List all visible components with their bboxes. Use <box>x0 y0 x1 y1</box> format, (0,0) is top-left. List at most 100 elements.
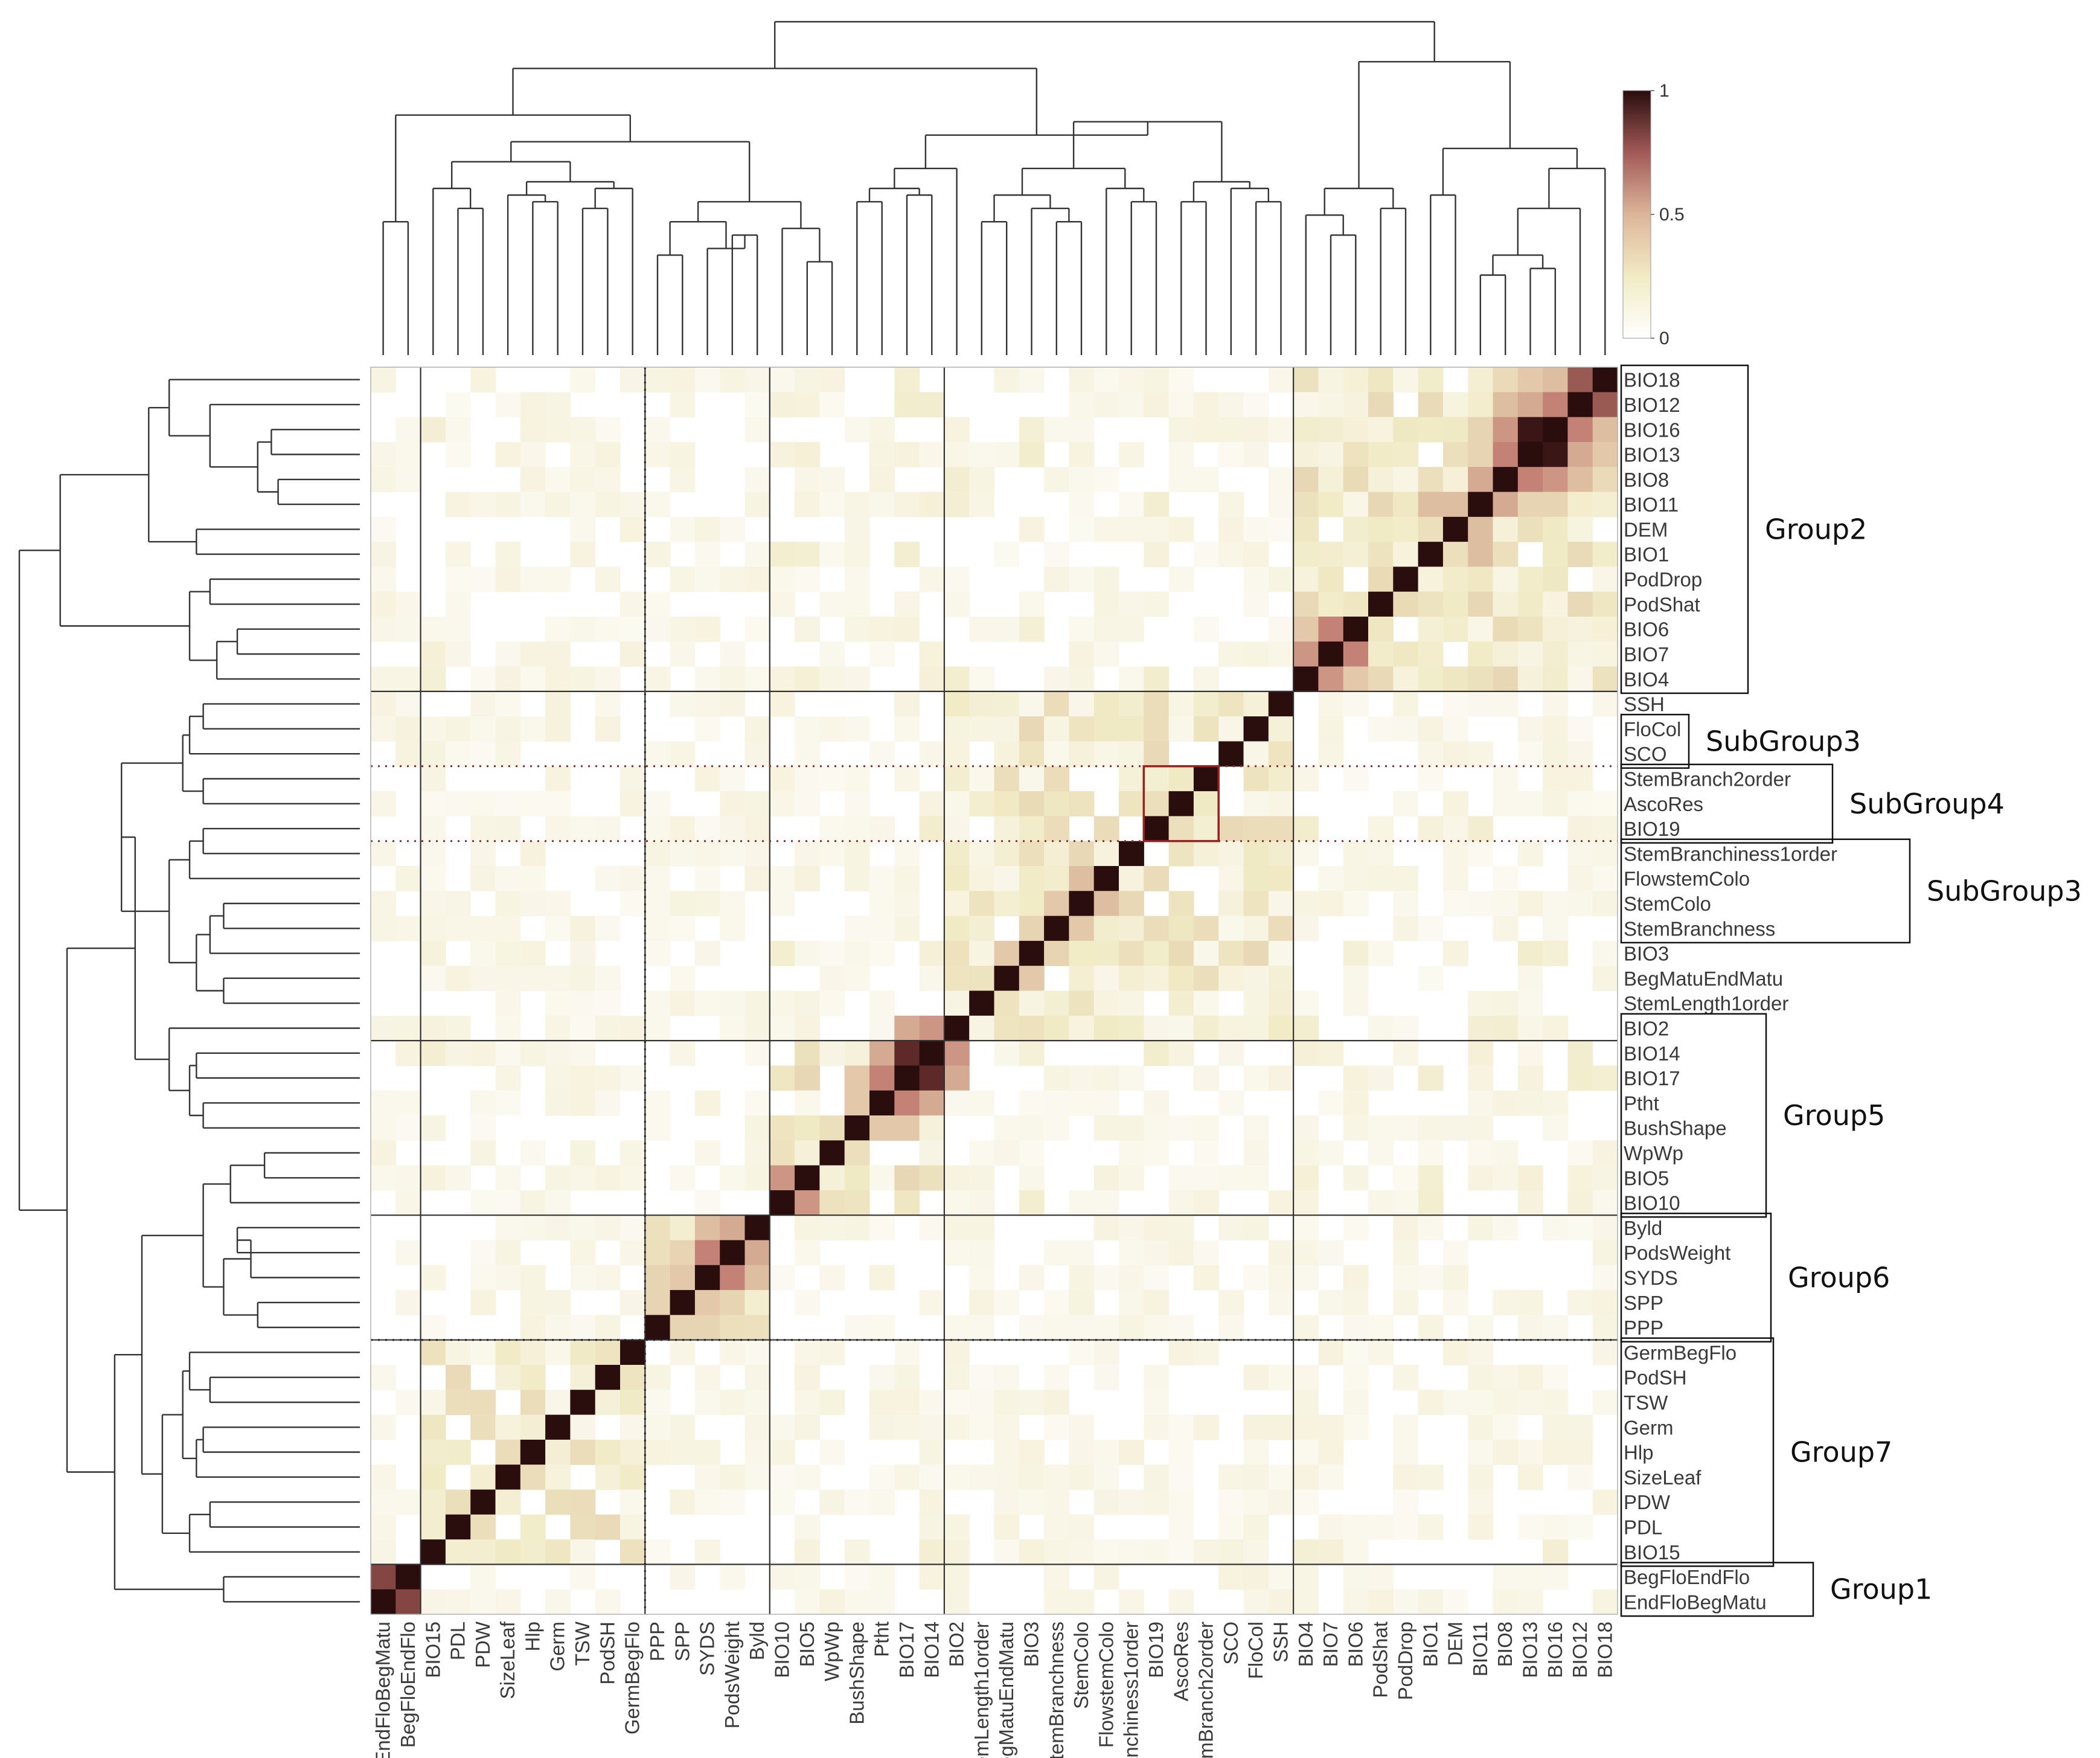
heatmap-cell <box>395 1015 421 1041</box>
heatmap-cell <box>1218 1215 1244 1241</box>
heatmap-cell <box>1293 1190 1319 1216</box>
heatmap-cell <box>1093 516 1119 542</box>
heatmap-cell <box>445 542 471 567</box>
heatmap-cell <box>1243 990 1269 1016</box>
heatmap-cell <box>371 441 396 467</box>
heatmap-cell <box>445 492 471 518</box>
heatmap-cell <box>645 417 671 443</box>
heatmap-cell <box>1318 891 1344 917</box>
heatmap-cell <box>1442 816 1468 842</box>
heatmap-cell <box>670 1290 696 1315</box>
heatmap-cell <box>1293 566 1319 592</box>
heatmap-cell <box>470 1041 496 1066</box>
heatmap-cell <box>1493 1439 1519 1465</box>
heatmap-cell <box>1293 1165 1319 1191</box>
heatmap-cell <box>1468 467 1494 493</box>
heatmap-cell <box>470 1414 496 1440</box>
heatmap-cell <box>1567 1439 1593 1465</box>
heatmap-cell <box>1393 591 1419 617</box>
heatmap-cell <box>919 1065 945 1091</box>
heatmap-cell <box>1044 467 1069 493</box>
heatmap-cell <box>844 866 870 891</box>
heatmap-cell <box>1368 1015 1394 1041</box>
heatmap-cell <box>1517 591 1543 617</box>
heatmap-cell <box>1193 990 1219 1016</box>
column-label: StemBranch2order <box>1195 1622 1217 1758</box>
heatmap-cell <box>944 666 970 692</box>
heatmap-cell <box>1543 1115 1568 1141</box>
heatmap-cell <box>1517 741 1543 767</box>
heatmap-cell <box>869 866 895 891</box>
heatmap-cell <box>819 1390 845 1416</box>
heatmap-cell <box>1393 1290 1419 1315</box>
column-label: BegMatuEndMatu <box>995 1622 1017 1758</box>
heatmap-cell <box>1543 741 1568 767</box>
heatmap-cell <box>420 1165 446 1191</box>
heatmap-cell <box>894 1190 920 1216</box>
heatmap-cell <box>1468 542 1494 567</box>
heatmap-cell <box>1368 1339 1394 1365</box>
heatmap-cell <box>769 1464 795 1490</box>
heatmap-cell <box>470 1290 496 1315</box>
heatmap-cell <box>1268 1290 1294 1315</box>
heatmap-cell <box>595 1265 621 1291</box>
heatmap-cell <box>720 566 746 592</box>
heatmap-cell <box>869 1365 895 1390</box>
heatmap-cell <box>1019 866 1045 891</box>
heatmap-cell <box>520 1315 546 1341</box>
heatmap-cell <box>795 1090 820 1116</box>
heatmap-cell <box>919 816 945 842</box>
heatmap-cell <box>1243 766 1269 792</box>
heatmap-cell <box>1493 467 1519 493</box>
heatmap-cell <box>1567 367 1593 393</box>
column-label: WpWp <box>821 1622 843 1681</box>
heatmap-cell <box>1069 417 1095 443</box>
heatmap-cell <box>969 841 995 867</box>
heatmap-cell <box>1168 1190 1194 1216</box>
heatmap-cell <box>1567 1215 1593 1241</box>
heatmap-cell <box>1468 1489 1494 1515</box>
heatmap-cell <box>445 1390 471 1416</box>
heatmap-cell <box>1418 1190 1444 1216</box>
heatmap-cell <box>1418 1589 1444 1615</box>
heatmap-cell <box>1119 716 1144 742</box>
heatmap-cell <box>520 1390 546 1416</box>
heatmap-cell <box>1567 492 1593 518</box>
heatmap-cell <box>1343 1390 1369 1416</box>
heatmap-cell <box>1218 891 1244 917</box>
column-label: Germ <box>546 1622 569 1672</box>
column-label: TSW <box>571 1621 594 1666</box>
heatmap-cell <box>545 467 571 493</box>
heatmap-cell <box>670 1564 696 1590</box>
heatmap-cell <box>795 617 820 642</box>
heatmap-cell <box>1144 1414 1170 1440</box>
heatmap-cell <box>1093 866 1119 891</box>
heatmap-cell <box>570 1315 596 1341</box>
heatmap-cell <box>595 866 621 891</box>
heatmap-cell <box>1218 940 1244 966</box>
heatmap-cell <box>545 891 571 917</box>
row-label: BIO10 <box>1624 1192 1680 1214</box>
heatmap-cell <box>1393 791 1419 816</box>
heatmap-cell <box>371 691 396 717</box>
heatmap-cell <box>944 1390 970 1416</box>
heatmap-cell <box>720 916 746 942</box>
heatmap-cell <box>1468 392 1494 418</box>
column-label: BIO7 <box>1319 1622 1342 1667</box>
heatmap-cell <box>1318 1240 1344 1266</box>
heatmap-cell <box>1368 516 1394 542</box>
heatmap-cell <box>1093 1215 1119 1241</box>
heatmap-cell <box>1193 1539 1219 1565</box>
heatmap-cell <box>1543 666 1568 692</box>
heatmap-cell <box>1442 1290 1468 1315</box>
heatmap-cell <box>1144 367 1170 393</box>
column-label: SizeLeaf <box>496 1621 519 1699</box>
heatmap-cell <box>545 1165 571 1191</box>
heatmap-cell <box>819 1190 845 1216</box>
heatmap-cell <box>1268 1015 1294 1041</box>
heatmap-cell <box>620 1439 645 1465</box>
heatmap-cell <box>1543 1015 1568 1041</box>
heatmap-cell <box>1343 1514 1369 1540</box>
heatmap-cell <box>1193 1165 1219 1191</box>
heatmap-cell <box>520 1539 546 1565</box>
